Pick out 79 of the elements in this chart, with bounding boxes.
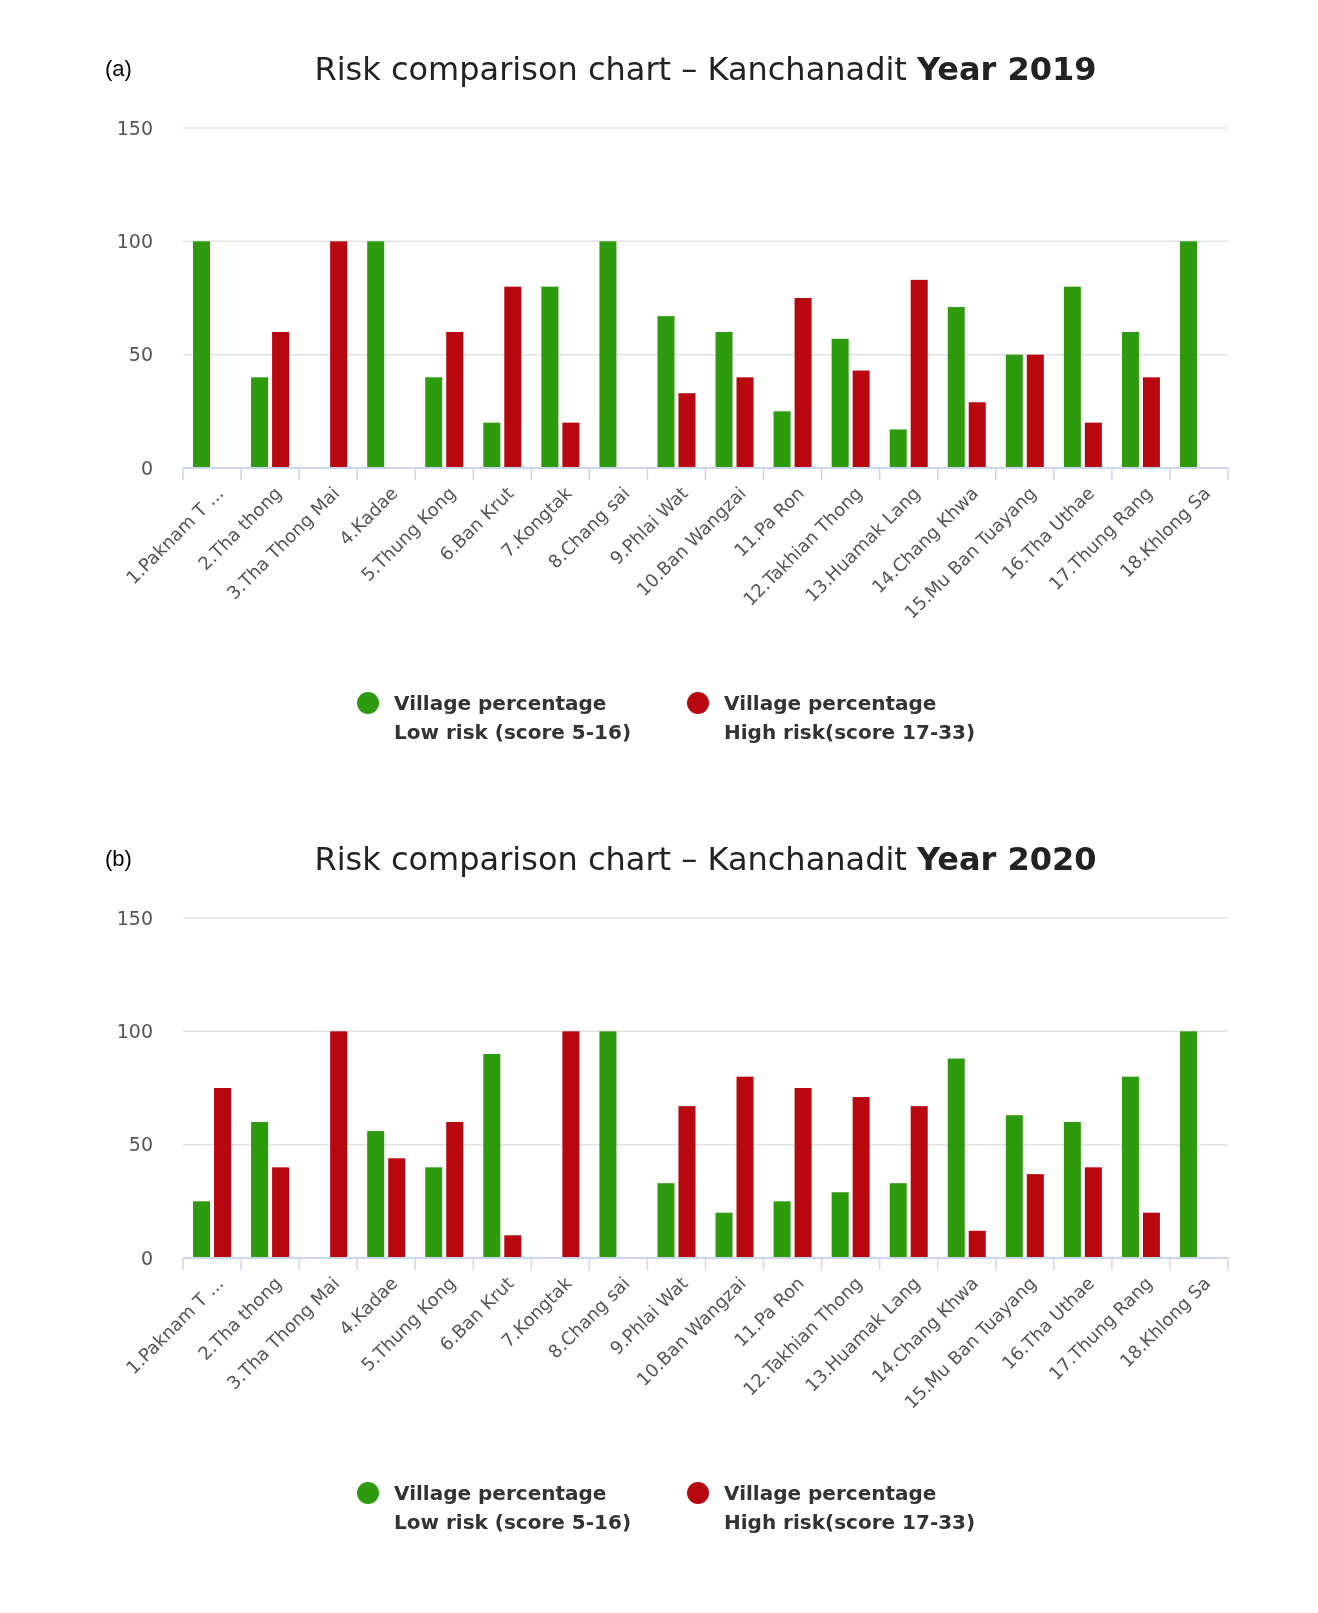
bar: [562, 422, 580, 468]
y-tick-label: 50: [128, 343, 153, 366]
bar: [1179, 241, 1197, 468]
bar: [947, 307, 965, 468]
bar: [1121, 332, 1139, 468]
bar: [1063, 1122, 1081, 1258]
bar: [773, 1201, 791, 1258]
bar: [657, 1183, 675, 1258]
bar: [272, 1167, 290, 1258]
bar: [773, 411, 791, 468]
y-tick-label: 100: [116, 1019, 153, 1042]
bar: [1063, 286, 1081, 468]
bar: [562, 1031, 580, 1258]
bar: [1142, 1212, 1160, 1258]
bar: [947, 1058, 965, 1258]
bar: [678, 393, 696, 468]
bar: [715, 332, 733, 468]
bar: [736, 1076, 754, 1258]
bar: [367, 241, 385, 468]
chart-title: Risk comparison chart – Kanchanadit Year 2020: [314, 840, 1097, 878]
bar: [910, 279, 928, 468]
bar: [1084, 1167, 1102, 1258]
bar: [330, 241, 348, 468]
text: (a): [105, 56, 132, 81]
bar: [1179, 1031, 1197, 1258]
bar: [831, 1192, 849, 1258]
bar: [736, 377, 754, 468]
y-tick-label: 150: [116, 116, 153, 139]
legend-label: Village percentage Low risk (score 5-16): [394, 1481, 632, 1534]
y-tick-label: 100: [116, 229, 153, 252]
bar: [1084, 422, 1102, 468]
bar: [1026, 1174, 1044, 1258]
bar: [831, 338, 849, 468]
bar: [1142, 377, 1160, 468]
bar: [251, 1122, 269, 1258]
bar: [910, 1106, 928, 1258]
bar: [678, 1106, 696, 1258]
bar: [193, 1201, 211, 1258]
bar: [272, 332, 290, 468]
bar: [1005, 1115, 1023, 1258]
bar: [541, 286, 559, 468]
bar: [852, 370, 870, 468]
bar: [794, 1088, 812, 1258]
legend-label: Village percentage Low risk (score 5-16): [394, 691, 632, 744]
bar: [251, 377, 269, 468]
bar: [1121, 1076, 1139, 1258]
bar: [715, 1212, 733, 1258]
bar: [446, 1122, 464, 1258]
legend-label: Village percentage High risk(score 17-33): [724, 691, 976, 744]
bar: [425, 1167, 443, 1258]
bar: [889, 429, 907, 468]
bar: [425, 377, 443, 468]
bar: [483, 1054, 501, 1258]
bar: [504, 286, 522, 468]
bar: [1026, 354, 1044, 468]
y-tick-label: 50: [128, 1133, 153, 1156]
legend-label: Village percentage High risk(score 17-33): [724, 1481, 976, 1534]
bar: [599, 241, 617, 468]
bar: [968, 402, 986, 468]
bar: [599, 1031, 617, 1258]
bar: [852, 1097, 870, 1258]
bar: [657, 316, 675, 468]
bar: [388, 1158, 406, 1258]
bar: [330, 1031, 348, 1258]
bar: [367, 1131, 385, 1258]
y-tick-label: 0: [140, 456, 153, 479]
y-tick-label: 0: [140, 1246, 153, 1269]
y-tick-label: 150: [116, 906, 153, 929]
bar: [889, 1183, 907, 1258]
bar: [504, 1235, 522, 1258]
bar: [446, 332, 464, 468]
bar: [193, 241, 211, 468]
text: (b): [105, 846, 132, 871]
chart-title: Risk comparison chart – Kanchanadit Year 2019: [314, 50, 1097, 88]
bar: [214, 1088, 232, 1258]
bar: [1005, 354, 1023, 468]
bar: [968, 1230, 986, 1258]
bar: [794, 298, 812, 468]
bar: [483, 422, 501, 468]
